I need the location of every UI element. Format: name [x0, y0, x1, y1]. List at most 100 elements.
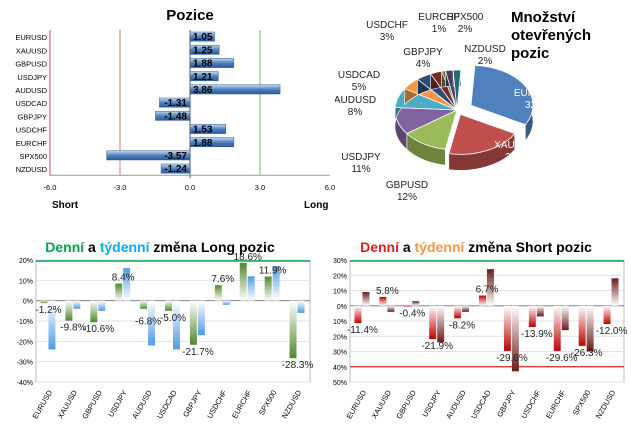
- position-value-label: -1.24: [164, 164, 187, 175]
- pie-title-line-2: otevřených: [511, 27, 591, 44]
- position-value-label: -1.48: [164, 111, 187, 122]
- short-data-label: -21.9%: [421, 341, 453, 352]
- long-category-label: EURUSD: [31, 388, 55, 420]
- short-bar-eurchf-weekly: [561, 305, 569, 331]
- position-value-label: 1.05: [193, 32, 213, 43]
- short-y-tick: 0%: [337, 304, 347, 311]
- long-bar-usdcad-daily: [165, 300, 172, 311]
- short-category-label: EURCHF: [544, 388, 568, 420]
- long-bar-spx500-daily: [264, 276, 272, 301]
- pie-label-value: 2%: [458, 24, 473, 35]
- short-data-label: -8.2%: [449, 320, 475, 331]
- long-y-tick: 10%: [19, 278, 33, 285]
- position-category-label: USDCHF: [16, 126, 48, 135]
- pie-label-name: USDCHF: [366, 20, 408, 31]
- long-change-title: Denní a týdenní změna Long pozic: [45, 239, 275, 255]
- short-change-panel: Denní a týdenní změna Short pozic 30% 20%…: [318, 232, 631, 437]
- short-category-label: GBPUSD: [394, 388, 418, 420]
- pie-label-usdcad: USDCAD 5%: [338, 70, 380, 93]
- pie-label-value: 2%: [478, 56, 493, 67]
- short-label: Short: [52, 200, 79, 211]
- long-change-chart: Denní a týdenní změna Long pozic 20% 10% 0…: [17, 239, 314, 420]
- short-category-label: USDJPY: [420, 389, 443, 419]
- long-data-label: -10.6%: [82, 324, 114, 335]
- short-bar-audusd-daily: [454, 305, 462, 319]
- long-bar-xauusd-daily: [65, 300, 73, 321]
- position-bar-usdcad: [159, 97, 191, 108]
- long-title-part-1: Denní: [45, 239, 85, 255]
- long-y-tick: -20%: [17, 339, 33, 346]
- pie-slice-nzdusd: [452, 69, 462, 111]
- short-bar-xauusd-weekly: [387, 305, 395, 312]
- long-data-label: -5.0%: [160, 313, 186, 324]
- short-y-tick: 20%: [333, 334, 347, 341]
- short-category-label: GBPJPY: [495, 389, 518, 419]
- pie-label-value: 5%: [352, 82, 367, 93]
- short-bar-gbpjpy-weekly: [511, 305, 519, 372]
- long-bar-xauusd-weekly: [73, 300, 81, 309]
- position-value-label: 1.88: [193, 59, 213, 70]
- pie-label-value: 32%: [525, 100, 545, 111]
- short-category-label: USDCAD: [469, 388, 493, 420]
- pie-label-name: NZDUSD: [464, 44, 506, 55]
- long-change-panel: Denní a týdenní změna Long pozic 20% 10% 0…: [0, 232, 318, 437]
- pie-label-xauusd: XAUUSD 20%: [494, 140, 536, 163]
- pie-label-value: 12%: [397, 192, 417, 203]
- position-value-label: -1.31: [164, 98, 187, 109]
- short-bar-gbpusd-weekly: [412, 301, 420, 306]
- pie-label-value: 3%: [380, 32, 395, 43]
- short-title-part-3: týdenní: [415, 239, 466, 255]
- long-category-label: GBPJPY: [181, 389, 204, 419]
- short-y-tick: 30%: [333, 258, 347, 265]
- pie-slice-eurusd: [470, 65, 534, 126]
- long-category-label: USDCAD: [155, 388, 179, 420]
- position-bar-eurchf: [189, 137, 235, 148]
- pie-label-name: EURCHF: [418, 12, 460, 23]
- position-value-label: 3.86: [193, 85, 213, 96]
- long-data-label: -1.2%: [35, 305, 61, 316]
- position-x-tick: -6.0: [44, 183, 57, 192]
- short-bar-gbpusd-daily: [404, 305, 412, 307]
- long-bar-usdjpy-daily: [115, 283, 123, 301]
- long-bar-eurchf-weekly: [247, 276, 255, 301]
- long-bar-usdchf-daily: [214, 285, 222, 301]
- pie-label-name: EURUSD: [514, 88, 556, 99]
- pie-label-nzdusd: NZDUSD 2%: [464, 44, 506, 67]
- short-data-label: -29.6%: [496, 353, 528, 364]
- short-title-part-2: a: [399, 239, 415, 255]
- position-bar-usdchf: [189, 124, 226, 134]
- pie-label-eurusd: EURUSD 32%: [514, 88, 556, 111]
- short-bar-usdchf-daily: [528, 305, 536, 327]
- long-data-label: 11.9%: [259, 265, 287, 276]
- pie-label-name: XAUUSD: [494, 140, 536, 151]
- position-category-label: EURCHF: [16, 139, 48, 148]
- short-data-label: 6.7%: [476, 285, 499, 296]
- short-bar-eurchf-daily: [553, 305, 561, 351]
- long-bar-nzdusd-weekly: [297, 300, 305, 313]
- long-y-tick: 0%: [23, 299, 33, 306]
- long-y-tick: -30%: [17, 360, 33, 367]
- short-data-label: -26.3%: [571, 348, 603, 359]
- long-bar-spx500-weekly: [272, 266, 280, 301]
- short-bar-gbpjpy-daily: [503, 305, 511, 351]
- pie-label-gbpusd: GBPUSD 12%: [386, 180, 428, 203]
- position-bar-eurusd: [189, 31, 215, 42]
- long-data-label: -28.3%: [282, 360, 314, 371]
- position-x-tick: 0.0: [185, 183, 195, 192]
- short-y-tick: 30%: [333, 350, 347, 357]
- short-category-label: EURUSD: [345, 388, 369, 420]
- long-category-label: USDJPY: [106, 389, 129, 419]
- short-category-label: NZDUSD: [594, 388, 618, 420]
- position-value-label: 1.21: [193, 72, 213, 83]
- short-data-label: -29.6%: [546, 353, 578, 364]
- short-category-label: USDCHF: [519, 388, 543, 420]
- short-data-label: -12.0%: [596, 326, 628, 337]
- positions-panel: Pozice 1.05 1.25 1.88 1.21 3.86 -1.31 -1.48 1.5…: [0, 0, 335, 225]
- short-bar-usdcad-weekly: [487, 269, 494, 306]
- long-bar-gbpjpy-daily: [189, 300, 197, 345]
- long-title-part-2: a: [84, 239, 100, 255]
- short-data-label: 5.8%: [376, 286, 399, 297]
- pie-title-line-3: pozic: [511, 45, 549, 62]
- short-y-tick: 50%: [333, 380, 347, 387]
- position-x-tick: 6.0: [325, 183, 335, 192]
